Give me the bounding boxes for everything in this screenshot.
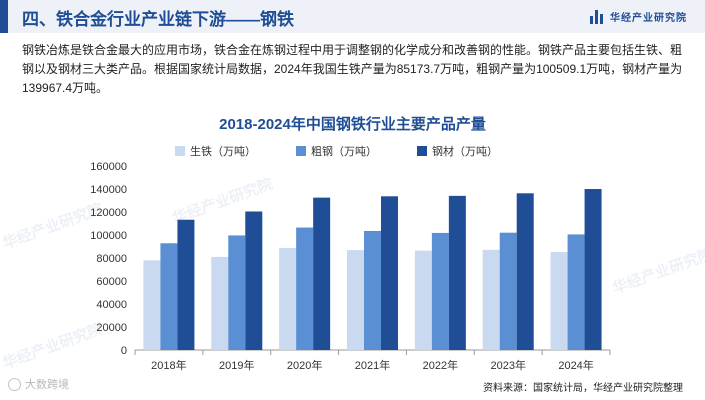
x-tick-label: 2022年 [423,358,458,372]
bar [160,243,178,350]
bar [211,256,229,350]
bar [516,193,534,350]
bar [550,252,568,350]
bar [228,235,246,350]
bar [431,232,449,350]
legend-label: 生铁（万吨） [190,146,256,158]
brand-logo: 华经产业研究院 [590,9,687,24]
x-tick-label: 2024年 [558,358,593,372]
x-tick-label: 2023年 [490,358,525,372]
bar [584,189,602,350]
corner-badge-text: 大数跨境 [25,379,69,391]
y-tick-label: 0 [121,345,127,357]
chart-title: 2018-2024年中国钢铁行业主要产品产量 [219,116,486,133]
y-tick-label: 20000 [96,322,127,334]
bar [482,249,500,350]
page-title: 四、铁合金行业产业链下游——钢铁 [22,10,294,29]
bar [313,197,331,350]
bar [414,250,432,350]
legend-swatch [175,146,185,156]
legend-swatch [296,146,306,156]
bar [364,230,381,350]
bar [296,227,314,350]
legend-label: 粗钢（万吨） [311,146,377,158]
corner-badge: 大数跨境 [8,376,69,392]
header-accent-bar [0,0,8,33]
x-tick-label: 2020年 [287,358,322,372]
y-tick-label: 140000 [90,184,127,196]
bar [448,195,466,350]
y-tick-label: 100000 [90,230,127,242]
bar [245,211,263,350]
logo-bars-icon [590,9,604,24]
bar [567,234,585,350]
brand-circle-icon [8,377,21,391]
legend-item-steel: 钢材（万吨） [417,143,498,159]
bar [177,219,195,350]
y-tick-label: 160000 [90,161,127,173]
source-note: 资料来源：国家统计局，华经产业研究院整理 [483,383,683,394]
header-banner: 四、铁合金行业产业链下游——钢铁 华经产业研究院 [0,0,705,33]
legend-label: 钢材（万吨） [432,146,498,158]
x-tick-label: 2019年 [219,358,254,372]
legend-item-pig-iron: 生铁（万吨） [175,143,256,159]
bar [143,260,161,350]
y-tick-label: 80000 [96,253,127,265]
x-tick-label: 2021年 [355,358,390,372]
bar [347,250,364,350]
chart-legend: 生铁（万吨） 粗钢（万吨） 钢材（万吨） [175,143,538,159]
y-tick-label: 40000 [96,299,127,311]
x-tick-label: 2018年 [151,358,186,372]
legend-item-crude-steel: 粗钢（万吨） [296,143,377,159]
logo-text: 华经产业研究院 [610,13,687,24]
y-tick-label: 60000 [96,276,127,288]
bar [279,247,297,350]
legend-swatch [417,146,427,156]
intro-paragraph: 钢铁冶炼是铁合金最大的应用市场，铁合金在炼钢过程中用于调整钢的化学成分和改善钢的… [22,43,683,95]
bar [499,232,517,350]
bar [381,196,398,350]
y-tick-label: 120000 [90,207,127,219]
